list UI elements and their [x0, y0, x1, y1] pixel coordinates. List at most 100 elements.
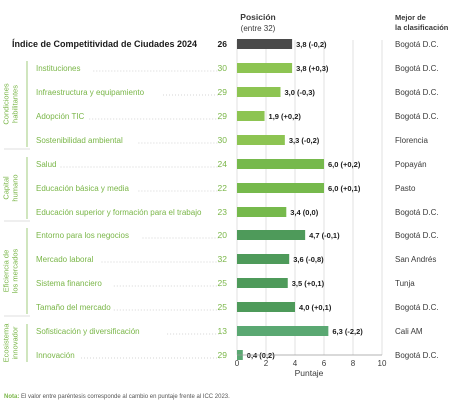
best-city: Cali AM	[395, 327, 423, 336]
group-label-line: innovador	[11, 326, 20, 359]
pillar-label: Entorno para los negocios	[36, 231, 129, 240]
group-condiciones: Condiciones habilitantes	[2, 61, 30, 150]
best-city: Bogotá D.C.	[395, 40, 439, 49]
position-value: 25	[218, 278, 228, 288]
x-tick-label: 4	[293, 359, 298, 368]
position-value: 32	[218, 254, 228, 264]
chart-row: Salud 24 6,0 (+0,2) Popayán	[36, 159, 427, 169]
x-tick-label: 2	[264, 359, 269, 368]
chart-rows: Índice de Competitividad de Ciudades 202…	[12, 39, 439, 360]
best-city: Bogotá D.C.	[395, 88, 439, 97]
score-label: 4,0 (+0,1)	[299, 303, 332, 312]
pillar-label: Mercado laboral	[36, 255, 94, 264]
score-bar	[237, 87, 281, 97]
score-label: 6,3 (-2,2)	[332, 327, 363, 336]
best-city: Tunja	[395, 279, 415, 288]
score-label: 3,4 (0,0)	[290, 208, 318, 217]
score-bar	[237, 183, 324, 193]
chart-row: Entorno para los negocios 20 4,7 (-0,1) Bog…	[36, 230, 439, 240]
position-value: 25	[218, 302, 228, 312]
position-value: 30	[218, 63, 228, 73]
pillar-label: Innovación	[36, 351, 75, 360]
group-label-line: habilitantes	[11, 85, 20, 123]
pillar-label: Salud	[36, 160, 56, 169]
pillar-label: Tamaño del mercado	[36, 303, 111, 312]
score-label: 6,0 (+0,2)	[328, 160, 361, 169]
score-label: 3,0 (-0,3)	[285, 88, 316, 97]
group-label-line: Eficiencia de	[2, 250, 11, 293]
x-tick-label: 8	[351, 359, 356, 368]
group-label-line: los mercados	[11, 248, 20, 293]
best-header-line1: Mejor de	[395, 13, 426, 22]
position-value: 20	[218, 230, 228, 240]
pillar-label: Adopción TIC	[36, 112, 85, 121]
score-label: 3,8 (+0,3)	[296, 64, 329, 73]
best-city: Pasto	[395, 184, 416, 193]
pillar-label: Sofisticación y diversificación	[36, 327, 140, 336]
score-label: 3,5 (+0,1)	[292, 279, 325, 288]
x-axis: 0 2 4 6 8 10	[235, 354, 387, 368]
pillar-label: Educación superior y formación para el t…	[36, 208, 202, 217]
score-bar	[237, 63, 293, 73]
best-city: San Andrés	[395, 255, 436, 264]
best-city: Bogotá D.C.	[395, 112, 439, 121]
pillar-label: Educación básica y media	[36, 184, 129, 193]
chart-row: Mercado laboral 32 3,6 (-0,8) San Andrés	[36, 254, 436, 264]
footnote: Nota: El valor entre paréntesis correspo…	[4, 394, 230, 400]
group-label-line: humano	[11, 174, 20, 201]
chart-row: Sofisticación y diversificación 13 6,3 (-2…	[36, 326, 423, 336]
score-label: 3,3 (-0,2)	[289, 136, 320, 145]
score-label: 4,7 (-0,1)	[309, 231, 340, 240]
group-label-line: Ecosistema	[2, 323, 11, 363]
x-tick-label: 6	[322, 359, 327, 368]
score-bar	[237, 254, 290, 264]
position-value: 29	[218, 111, 228, 121]
score-bar	[237, 39, 293, 49]
position-value: 26	[218, 39, 228, 49]
score-bar	[237, 326, 329, 336]
group-label-line: Capital	[2, 176, 11, 200]
best-city: Popayán	[395, 160, 427, 169]
position-value: 22	[218, 183, 228, 193]
x-tick-label: 0	[235, 359, 240, 368]
footnote-text: El valor entre paréntesis corresponde al…	[19, 394, 230, 400]
chart-row: Tamaño del mercado 25 4,0 (+0,1) Bogotá D.C…	[36, 302, 439, 312]
best-header-line2: la clasificación	[395, 23, 449, 32]
score-label: 3,8 (-0,2)	[296, 40, 327, 49]
position-value: 13	[218, 326, 228, 336]
score-label: 6,0 (+0,1)	[328, 184, 361, 193]
group-labels: Condiciones habilitantes Capital humano Efic…	[2, 61, 30, 363]
footnote-prefix: Nota:	[4, 394, 19, 400]
group-capital: Capital humano	[2, 157, 30, 222]
score-bar	[237, 230, 306, 240]
pillar-label: Sistema financiero	[36, 279, 102, 288]
chart-row: Infraestructura y equipamiento 29 3,0 (-0,…	[36, 87, 439, 97]
chart-row: Instituciones 30 3,8 (+0,3) Bogotá D.C.	[36, 63, 439, 73]
group-eficiencia: Eficiencia de los mercados	[2, 228, 30, 317]
score-bar	[237, 159, 324, 169]
score-bar	[237, 278, 288, 288]
score-label: 3,6 (-0,8)	[293, 255, 324, 264]
best-city: Bogotá D.C.	[395, 351, 439, 360]
chart-row: Educación superior y formación para el t…	[36, 207, 439, 217]
position-header-title: Posición	[240, 12, 275, 22]
score-bar	[237, 111, 265, 121]
chart-row: Educación básica y media 22 6,0 (+0,1) Past…	[36, 183, 416, 193]
chart-row: Sostenibilidad ambiental 30 3,3 (-0,2) Flor…	[36, 135, 428, 145]
score-bar	[237, 135, 285, 145]
pillar-label: Índice de Competitividad de Ciudades 202…	[12, 39, 197, 49]
best-city: Bogotá D.C.	[395, 208, 439, 217]
position-value: 23	[218, 207, 228, 217]
group-label-line: Condiciones	[2, 83, 11, 125]
best-city: Bogotá D.C.	[395, 303, 439, 312]
chart-row: Índice de Competitividad de Ciudades 202…	[12, 39, 439, 49]
position-value: 29	[218, 350, 228, 360]
score-label: 1,9 (+0,2)	[269, 112, 302, 121]
group-ecosistema: Ecosistema innovador	[2, 323, 28, 363]
pillar-label: Infraestructura y equipamiento	[36, 88, 145, 97]
best-city: Florencia	[395, 136, 428, 145]
position-value: 29	[218, 87, 228, 97]
chart-row: Adopción TIC 29 1,9 (+0,2) Bogotá D.C.	[36, 111, 439, 121]
position-value: 24	[218, 159, 228, 169]
